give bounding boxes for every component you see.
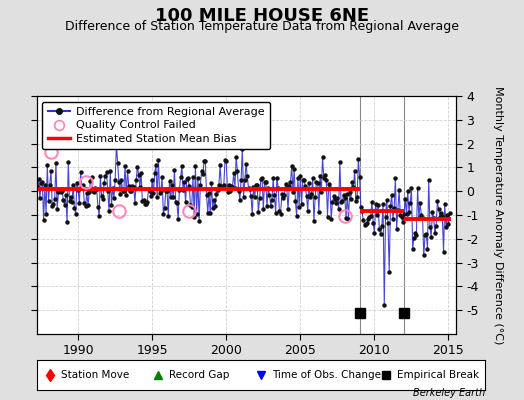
- Text: Berkeley Earth: Berkeley Earth: [412, 388, 485, 398]
- Text: Difference of Station Temperature Data from Regional Average: Difference of Station Temperature Data f…: [65, 20, 459, 33]
- Y-axis label: Monthly Temperature Anomaly Difference (°C): Monthly Temperature Anomaly Difference (…: [493, 86, 503, 344]
- Legend: Difference from Regional Average, Quality Control Failed, Estimated Station Mean: Difference from Regional Average, Qualit…: [42, 102, 270, 149]
- Text: Empirical Break: Empirical Break: [397, 370, 479, 380]
- Text: Record Gap: Record Gap: [169, 370, 229, 380]
- Text: 100 MILE HOUSE 6NE: 100 MILE HOUSE 6NE: [155, 7, 369, 25]
- Text: Station Move: Station Move: [61, 370, 129, 380]
- Text: Time of Obs. Change: Time of Obs. Change: [272, 370, 381, 380]
